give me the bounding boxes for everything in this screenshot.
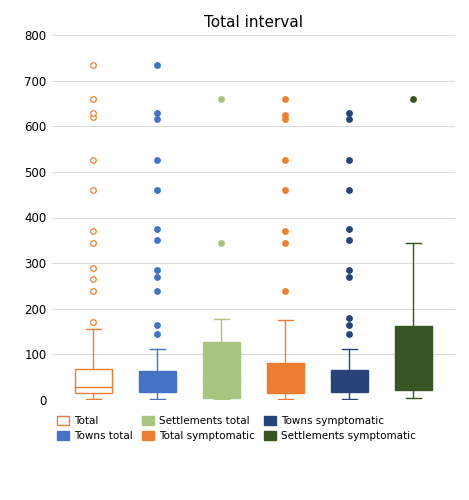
- Bar: [139, 372, 176, 392]
- Bar: [75, 369, 112, 393]
- Title: Total interval: Total interval: [204, 14, 303, 30]
- Bar: [331, 370, 368, 392]
- Bar: [203, 342, 240, 398]
- Bar: [395, 326, 432, 390]
- Legend: Total, Towns total, Settlements total, Total symptomatic, Towns symptomatic, Set: Total, Towns total, Settlements total, T…: [57, 416, 416, 442]
- Bar: [267, 362, 304, 393]
